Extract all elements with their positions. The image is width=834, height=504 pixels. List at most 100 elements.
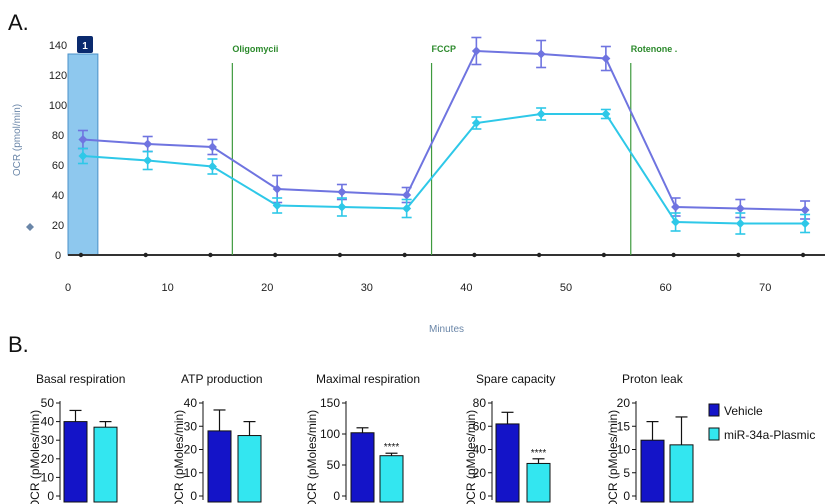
- measurement-badge: [77, 36, 93, 53]
- y-axis-title: OCR (pMoles/min): [606, 410, 620, 504]
- bar: [640, 439, 665, 503]
- baseline-marker: [472, 252, 477, 258]
- y-tick-label: 50: [327, 458, 341, 472]
- legend: Vehicle miR-34a-Plasmic: [708, 403, 815, 442]
- baseline-marker: [601, 252, 607, 258]
- y-tick-label: 5: [623, 466, 630, 480]
- y-tick-label: 40: [473, 443, 487, 457]
- data-point: [800, 205, 810, 215]
- data-point: [337, 187, 347, 197]
- data-point: [78, 135, 88, 144]
- y-tick-label: 40: [41, 415, 55, 429]
- y-tick-label: 0: [47, 489, 54, 503]
- injection-label: Rotenone .: [631, 44, 678, 54]
- y-tick-label: 80: [473, 396, 487, 410]
- x-tick-label: 60: [660, 282, 672, 294]
- y-tick-label: 0: [55, 250, 61, 262]
- x-tick-label: 20: [261, 282, 273, 294]
- panel-title: Proton leak: [622, 372, 684, 386]
- bar: [526, 462, 551, 503]
- bar: [669, 444, 694, 503]
- panel-title: Spare capacity: [476, 372, 555, 386]
- y-tick-label: 40: [184, 396, 198, 410]
- y-tick-label: 0: [623, 489, 630, 503]
- y-tick-label: 120: [49, 70, 67, 82]
- bar: [495, 423, 520, 503]
- significance-label: ****: [384, 442, 400, 453]
- y-tick-label: 50: [41, 396, 55, 410]
- baseline-marker: [272, 252, 278, 258]
- x-tick-label: 10: [161, 282, 173, 294]
- data-point: [471, 118, 481, 128]
- baseline-marker: [736, 252, 741, 258]
- y-axis-title: OCR (pMoles/min): [172, 410, 186, 504]
- y-tick-label: 140: [49, 40, 67, 52]
- data-point: [272, 184, 282, 194]
- bar: [379, 455, 404, 503]
- y-axis-title: OCR (pMoles/min): [305, 410, 319, 504]
- y-axis-title: OCR (pMoles/min): [464, 410, 478, 504]
- x-tick-label: 0: [65, 282, 71, 294]
- y-tick-label: 30: [41, 433, 55, 447]
- data-point: [337, 202, 347, 212]
- y-tick-label: 80: [52, 130, 64, 142]
- y-tick-label: 60: [473, 419, 487, 433]
- data-point: [207, 162, 217, 171]
- legend-swatch: [708, 403, 720, 417]
- panel-b-label: B.: [8, 332, 29, 357]
- baseline-marker: [536, 252, 542, 258]
- baseline-marker: [800, 252, 806, 258]
- bar-chart-panel: Basal respiration OCR (pMoles/min) 0 10 20 30…: [28, 372, 125, 504]
- y-tick-label: 20: [184, 443, 198, 457]
- baseline-marker: [337, 252, 343, 258]
- data-point: [143, 156, 153, 165]
- y-axis-diamond-marker: [26, 223, 34, 231]
- y-axis-title: OCR (pMoles/min): [28, 410, 42, 504]
- data-point: [272, 201, 282, 210]
- panel-title: ATP production: [181, 372, 263, 386]
- data-point: [671, 217, 681, 227]
- significance-label: ****: [531, 448, 547, 459]
- y-tick-label: 20: [617, 396, 631, 410]
- data-point: [402, 190, 412, 200]
- data-point: [536, 49, 546, 59]
- data-point: [735, 219, 745, 228]
- x-axis-title: Minutes: [429, 324, 464, 335]
- panel-title: Basal respiration: [36, 372, 125, 386]
- data-point: [671, 202, 681, 212]
- y-tick-label: 0: [333, 489, 340, 503]
- bar-chart-panel: Maximal respiration OCR (pMoles/min) 0 50 10…: [305, 372, 420, 504]
- injection-label: Oligomycii: [232, 44, 278, 54]
- panel-title: Maximal respiration: [316, 372, 420, 386]
- data-point: [207, 142, 217, 152]
- data-point: [735, 204, 745, 213]
- data-point: [471, 46, 481, 56]
- data-point: [601, 54, 611, 63]
- y-tick-label: 15: [617, 419, 631, 433]
- bar: [237, 435, 262, 503]
- data-point: [78, 151, 88, 161]
- panel-a-label: A.: [8, 10, 29, 35]
- data-point: [143, 139, 153, 149]
- y-tick-label: 10: [617, 443, 631, 457]
- legend-swatch: [708, 427, 720, 441]
- bar: [93, 426, 118, 503]
- injection-label: FCCP: [432, 44, 457, 54]
- series-line: [82, 49, 806, 211]
- y-tick-label: 150: [320, 396, 340, 410]
- bar: [207, 430, 232, 503]
- data-point: [402, 204, 412, 213]
- y-tick-label: 60: [52, 160, 64, 172]
- baseline-marker: [78, 252, 84, 258]
- y-tick-label: 20: [473, 466, 487, 480]
- data-point: [800, 219, 810, 228]
- y-tick-label: 100: [320, 427, 340, 441]
- baseline-marker: [671, 252, 676, 258]
- legend-label: miR-34a-Plasmic: [724, 428, 815, 442]
- x-tick-label: 50: [560, 282, 572, 294]
- bar: [63, 421, 88, 503]
- y-tick-label: 40: [52, 190, 64, 202]
- y-tick-label: 0: [479, 489, 486, 503]
